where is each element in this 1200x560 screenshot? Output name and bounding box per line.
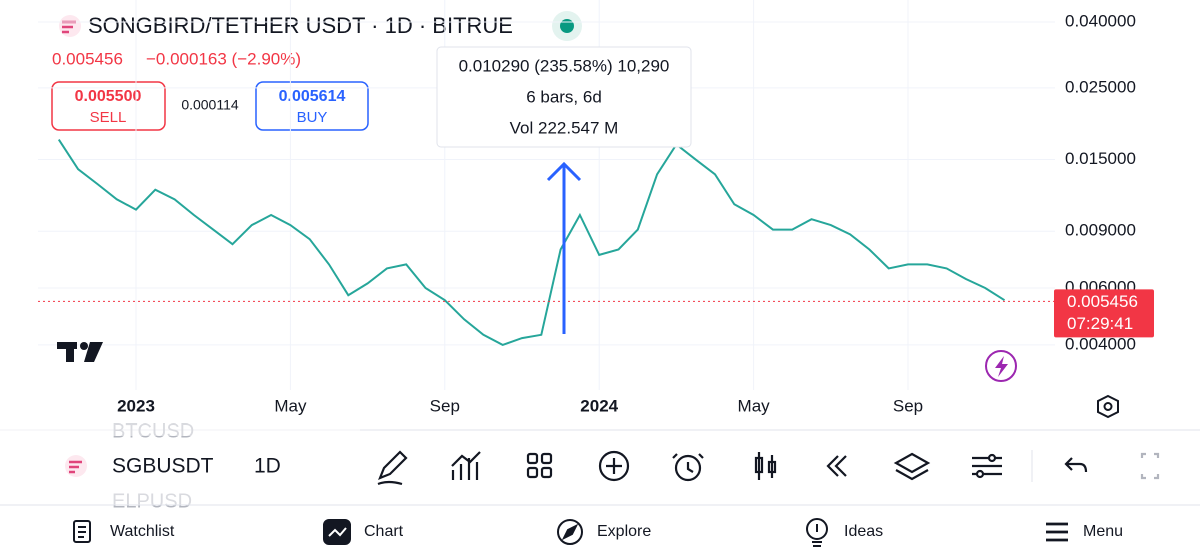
draw-tool[interactable] bbox=[377, 450, 408, 486]
undo[interactable] bbox=[1064, 457, 1088, 473]
nav-item[interactable]: Ideas bbox=[844, 523, 883, 540]
sell-button[interactable] bbox=[51, 81, 166, 131]
alarm[interactable] bbox=[672, 453, 704, 482]
toolbar-icons bbox=[377, 450, 1160, 486]
menu-icon[interactable] bbox=[1046, 522, 1068, 542]
symbol[interactable]: SGBUSDT bbox=[112, 455, 214, 478]
fade bbox=[0, 424, 360, 436]
watchlist-icon[interactable] bbox=[73, 520, 91, 543]
countdown: 07:29:41 bbox=[1067, 314, 1133, 333]
nav-item[interactable]: Explore bbox=[597, 523, 651, 540]
price-tag bbox=[1054, 289, 1154, 338]
x-tick-label: May bbox=[738, 396, 771, 415]
price-change: −0.000163 (−2.90%) bbox=[146, 49, 301, 68]
candle-type[interactable] bbox=[754, 452, 777, 480]
add[interactable] bbox=[598, 450, 630, 482]
replay[interactable] bbox=[826, 455, 847, 477]
symbol-logo bbox=[65, 455, 87, 477]
layouts[interactable] bbox=[526, 452, 553, 479]
y-tick-label: 0.009000 bbox=[1065, 221, 1136, 240]
last-price: 0.005456 bbox=[52, 49, 123, 68]
x-tick-label: 2023 bbox=[117, 396, 155, 415]
fullscreen[interactable] bbox=[1140, 452, 1160, 480]
measure-text: Vol 222.547 M bbox=[510, 118, 619, 137]
spread: 0.000114 bbox=[181, 97, 239, 113]
y-tick-label: 0.004000 bbox=[1065, 334, 1136, 353]
status-dot-inner bbox=[560, 19, 574, 33]
measure-text: 6 bars, 6d bbox=[526, 87, 602, 106]
chart-title: SONGBIRD/TETHER USDT · 1D · BITRUE bbox=[88, 13, 513, 38]
nav-icons bbox=[73, 518, 1068, 547]
tv-logo bbox=[57, 342, 103, 362]
chart-icon[interactable] bbox=[323, 519, 351, 545]
nav-item[interactable]: Menu bbox=[1083, 523, 1123, 540]
nav-item[interactable]: Chart bbox=[364, 523, 404, 540]
y-tick-label: 0.015000 bbox=[1065, 149, 1136, 168]
price-tag-value: 0.005456 bbox=[1067, 292, 1138, 311]
indicators[interactable] bbox=[451, 451, 481, 480]
price-line bbox=[57, 139, 1006, 346]
sell-label: SELL bbox=[90, 109, 127, 126]
explore-icon[interactable] bbox=[557, 519, 583, 545]
x-tick-label: May bbox=[274, 396, 307, 415]
chart-area: 0.0040000.0060000.0090000.0150000.025000… bbox=[38, 0, 1154, 415]
buy-button[interactable] bbox=[255, 81, 369, 131]
measure-arrow bbox=[546, 161, 582, 334]
objects[interactable] bbox=[893, 452, 931, 481]
y-tick-label: 0.040000 bbox=[1065, 12, 1136, 31]
fade bbox=[0, 492, 360, 505]
settings[interactable] bbox=[972, 453, 1002, 479]
sell-price: 0.005500 bbox=[75, 88, 142, 105]
x-tick-label: Sep bbox=[430, 396, 460, 415]
measure-text: 0.010290 (235.58%) 10,290 bbox=[459, 56, 670, 75]
measure-tooltip bbox=[436, 46, 692, 148]
alert-icon[interactable] bbox=[985, 350, 1017, 382]
buy-price: 0.005614 bbox=[279, 88, 346, 105]
x-tick-label: Sep bbox=[893, 396, 923, 415]
ideas-icon[interactable] bbox=[806, 518, 828, 547]
nav-item[interactable]: Watchlist bbox=[110, 523, 175, 540]
symbol-logo bbox=[59, 15, 81, 37]
settings-icon[interactable] bbox=[1097, 394, 1119, 419]
y-tick-label: 0.025000 bbox=[1065, 77, 1136, 96]
interval[interactable]: 1D bbox=[254, 455, 281, 478]
x-tick-label: 2024 bbox=[580, 396, 618, 415]
buy-label: BUY bbox=[297, 109, 328, 126]
